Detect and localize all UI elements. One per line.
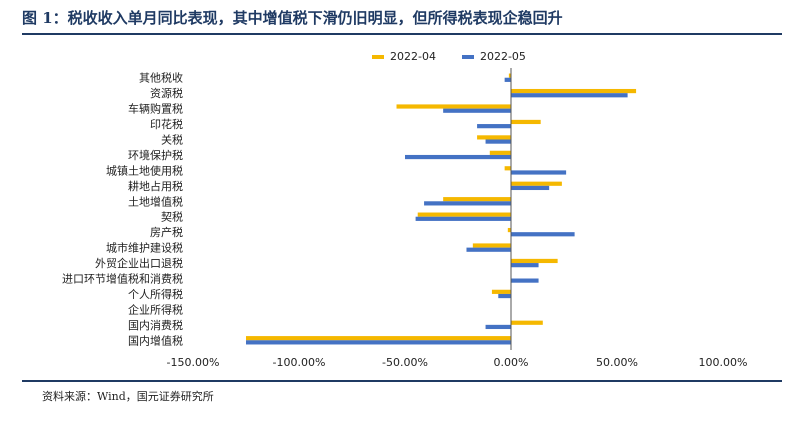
bar-2022-04 xyxy=(511,88,637,94)
legend-item-2022-04: 2022-04 xyxy=(372,50,436,63)
bar-2022-05 xyxy=(424,201,511,206)
category-label: 其他税收 xyxy=(139,71,183,85)
bar-2022-04 xyxy=(477,135,511,140)
category-label: 城镇土地使用税 xyxy=(106,163,183,177)
source-note: 资料来源：Wind，国元证券研究所 xyxy=(42,390,214,403)
bar-2022-04 xyxy=(246,336,511,341)
bar-2022-04 xyxy=(504,166,511,171)
figure-title: 图 1：税收收入单月同比表现，其中增值税下滑仍旧明显，但所得税表现企稳回升 xyxy=(22,9,563,27)
bar-2022-05 xyxy=(511,170,567,175)
category-label: 契税 xyxy=(161,210,183,224)
bar-2022-05 xyxy=(511,93,628,98)
x-tick-label: 100.00% xyxy=(699,356,748,369)
bar-2022-05 xyxy=(511,185,550,191)
bar-2022-05 xyxy=(415,216,511,221)
bar-2022-05 xyxy=(498,293,511,299)
legend-label-2022-05: 2022-05 xyxy=(479,50,526,63)
bar-2022-05 xyxy=(485,139,511,144)
x-tick-label: 0.00% xyxy=(494,356,529,369)
bar-2022-04 xyxy=(511,320,543,325)
legend-swatch-2022-04 xyxy=(372,54,384,59)
category-label: 环境保护税 xyxy=(128,148,183,162)
bar-2022-05 xyxy=(246,340,511,345)
category-label: 土地增值税 xyxy=(128,194,183,208)
bar-2022-04 xyxy=(508,73,511,78)
x-tick-label: -50.00% xyxy=(382,356,428,369)
category-label: 资源税 xyxy=(150,86,183,100)
footer-rule xyxy=(22,380,782,382)
category-label: 耕地占用税 xyxy=(128,179,183,193)
category-label: 房产税 xyxy=(150,225,183,239)
x-tick-label: -150.00% xyxy=(167,356,220,369)
bar-2022-04 xyxy=(511,119,541,125)
bar-2022-05 xyxy=(511,278,539,283)
bar-2022-05 xyxy=(443,108,511,113)
category-label: 企业所得税 xyxy=(128,302,183,316)
legend-item-2022-05: 2022-05 xyxy=(461,50,526,63)
x-tick-label: 50.00% xyxy=(596,356,638,369)
category-label: 关税 xyxy=(161,133,183,147)
title-rule xyxy=(22,33,782,35)
bar-2022-05 xyxy=(511,263,539,268)
category-label: 个人所得税 xyxy=(128,287,183,301)
bar-2022-05 xyxy=(477,124,511,129)
bar-2022-05 xyxy=(511,232,575,237)
bar-2022-05 xyxy=(485,324,511,330)
bar-2022-05 xyxy=(504,77,511,82)
bar-2022-05 xyxy=(466,247,511,252)
category-label: 国内增值税 xyxy=(128,333,183,347)
category-label: 城市维护建设税 xyxy=(106,241,183,255)
bar-2022-04 xyxy=(443,197,511,202)
bar-2022-04 xyxy=(472,243,511,248)
bar-2022-05 xyxy=(405,154,511,160)
category-label: 国内消费税 xyxy=(128,318,183,332)
bar-2022-04 xyxy=(489,150,511,155)
bar-2022-04 xyxy=(511,258,558,264)
category-label: 车辆购置税 xyxy=(128,102,183,116)
x-tick-label: -100.00% xyxy=(273,356,326,369)
legend: 2022-04 2022-05 xyxy=(372,50,526,63)
legend-label-2022-04: 2022-04 xyxy=(390,50,436,63)
category-label: 进口环节增值税和消费税 xyxy=(62,272,183,286)
legend-swatch-2022-05 xyxy=(461,54,474,59)
category-label: 外贸企业出口退税 xyxy=(95,256,183,270)
bar-2022-04 xyxy=(491,289,511,294)
bar-2022-04 xyxy=(511,181,562,186)
bar-2022-04 xyxy=(507,227,511,233)
bar-2022-04 xyxy=(396,104,511,109)
category-label: 印花税 xyxy=(150,117,183,131)
bar-2022-04 xyxy=(417,212,511,217)
